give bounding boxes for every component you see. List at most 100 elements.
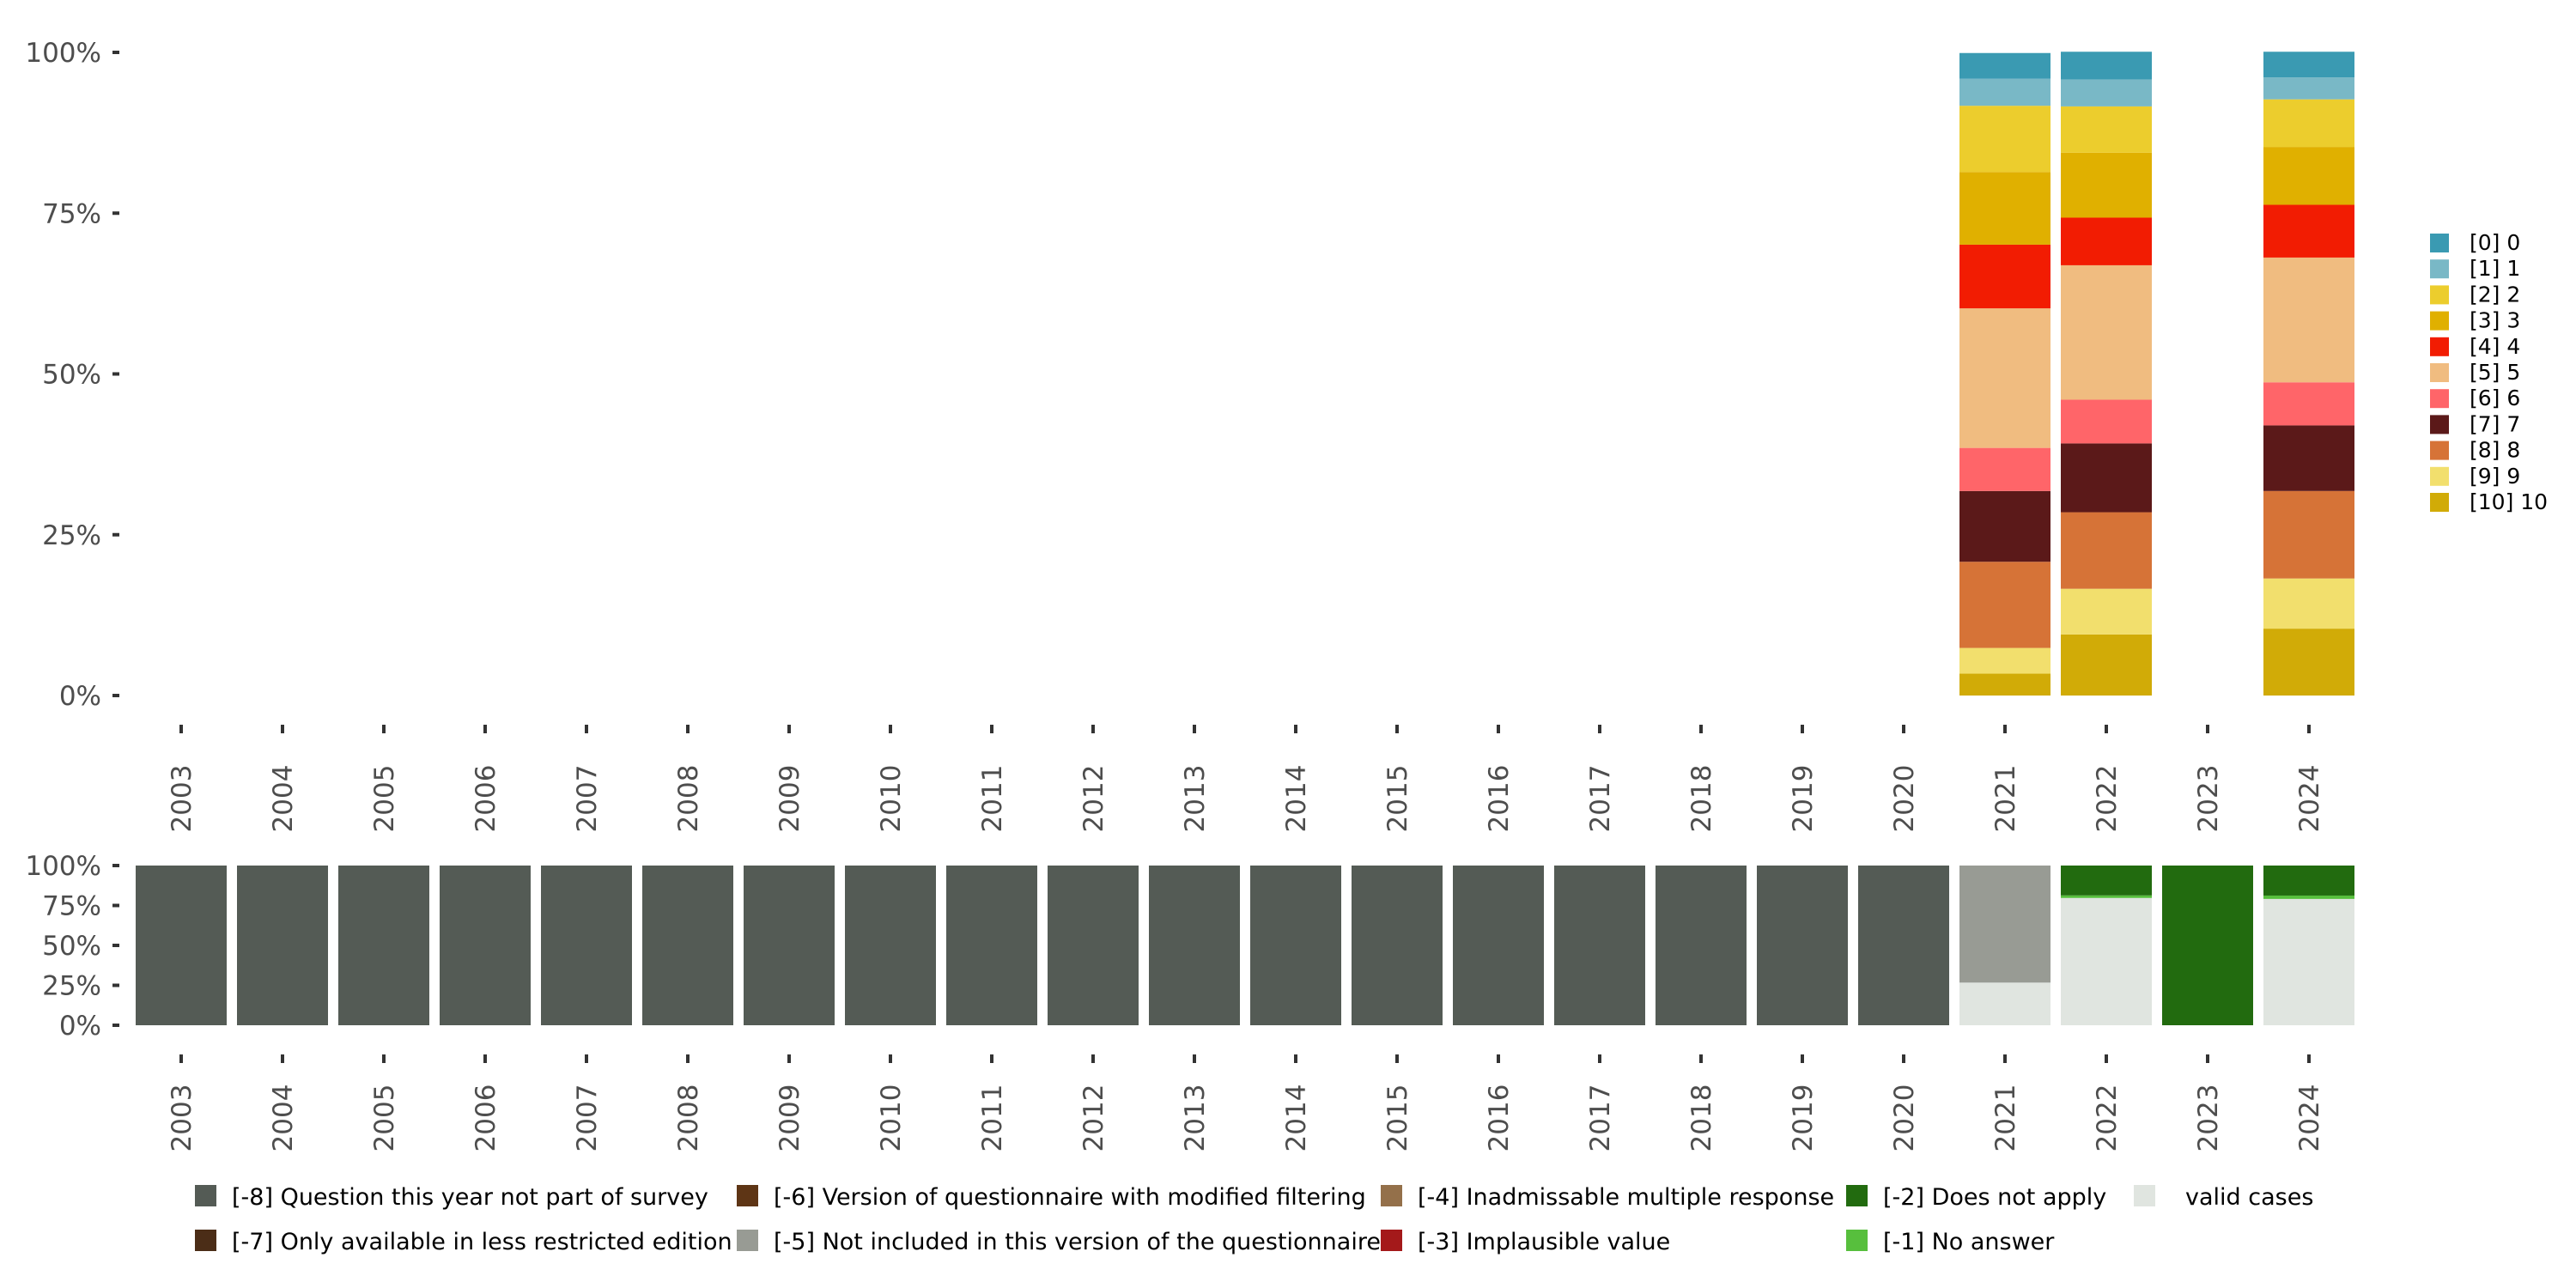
bar-segment-2003-8 [136,866,227,1025]
x-tick-label: 2020 [1889,765,1920,833]
x-tick-label: 2022 [2092,765,2123,833]
bar-segment-2007-8 [541,866,632,1025]
legend-item: [10] 10 [2430,489,2548,514]
legend-swatch [2134,1185,2155,1206]
x-tick-label: 2010 [876,765,907,833]
bar-segment-2022-0 [2061,634,2152,696]
legend-swatch [2430,285,2449,305]
legend-item: valid cases [2134,1184,2313,1211]
legend-item: [8] 8 [2430,438,2520,463]
legend-swatch [195,1185,216,1206]
bar-segment-2024-0 [2263,629,2354,696]
bar-segment-2022-8 [2061,106,2152,153]
x-tick-label: 2018 [1686,765,1717,833]
bar-segment-2024-5 [2263,257,2354,383]
legend-swatch [1846,1185,1868,1206]
x-tick-label: 2020 [1889,1084,1920,1152]
legend-swatch [2430,337,2449,356]
legend-label: [6] 6 [2470,386,2520,410]
legend-label: [1] 1 [2470,256,2520,281]
bar-segment-2021-7 [1959,172,2050,245]
x-tick-label: 2023 [2193,765,2224,833]
bar-segment-2010-8 [845,866,936,1025]
x-tick-label: 2019 [1788,765,1819,833]
y-tick-label: 50% [42,360,101,391]
legend-item: [9] 9 [2430,464,2520,489]
bar-segment-2022-1 [2061,588,2152,635]
legend-swatch [2430,389,2449,409]
legend-item: [2] 2 [2430,282,2520,307]
bar-segment-2013-8 [1149,866,1240,1025]
bar-segment-2022-2 [2061,866,2152,896]
legend-item: [1] 1 [2430,256,2520,281]
x-tick-label: 2019 [1788,1084,1819,1152]
x-tick-label: 2013 [1180,1084,1211,1152]
legend-label: valid cases [2185,1184,2313,1211]
top-legend: [0] 0[1] 1[2] 2[3] 3[4] 4[5] 5[6] 6[7] 7… [2430,230,2548,514]
legend-label: [3] 3 [2470,308,2520,333]
x-tick-label: 2014 [1281,765,1312,833]
x-tick-label: 2005 [369,1084,400,1152]
x-tick-label: 2015 [1382,1084,1413,1152]
x-tick-label: 2012 [1078,765,1109,833]
y-tick-label: 75% [42,891,101,922]
y-tick-label: 0% [59,681,101,712]
bar-segment-2004-8 [237,866,328,1025]
bar-segment-2005-8 [338,866,429,1025]
bar-segment-2021-5 [1959,308,2050,448]
x-tick-label: 2009 [775,765,805,833]
x-tick-label: 2011 [977,1084,1008,1152]
bar-segment-2024-1 [2263,895,2354,899]
bar-segment-2024-7 [2263,147,2354,205]
bar-segment-2018-8 [1656,866,1747,1025]
bar-segment-2011-8 [946,866,1037,1025]
bar-segment-2016-8 [1453,866,1544,1025]
legend-label: [8] 8 [2470,438,2520,463]
bar-segment-2014-8 [1250,866,1341,1025]
x-tick-label: 2017 [1585,765,1616,833]
bar-segment-2021-10 [1959,52,2050,79]
bar-segment-2024-6 [2263,204,2354,258]
bar-segment-2022-7 [2061,152,2152,218]
bar-segment-2021-3 [1959,490,2050,562]
legend-swatch [1381,1185,1402,1206]
x-tick-label: 2017 [1585,1084,1616,1152]
legend-label: [0] 0 [2470,230,2520,255]
legend-swatch [2430,466,2449,486]
x-tick-label: 2018 [1686,1084,1717,1152]
legend-swatch [2430,259,2449,279]
y-tick-label: 100% [25,38,101,69]
bar-segment-2006-8 [440,866,531,1025]
legend-label: [-2] Does not apply [1883,1184,2106,1211]
bar-segment-2024-10 [2263,52,2354,78]
y-tick-label: 25% [42,520,101,551]
legend-label: [-3] Implausible value [1418,1229,1670,1255]
legend-swatch [1381,1230,1402,1251]
bar-segment-2024-2 [2263,866,2354,896]
bar-segment-2019-8 [1757,866,1848,1025]
top-chart: 0% 25% 50% 75% 100% 2003 2004 2005 2006 2007 2008 2… [25,38,2354,832]
legend-item: [-6] Version of questionnaire with modif… [737,1184,1366,1211]
y-tick-label: 25% [42,971,101,1002]
bar-segment-2021-9 [1959,78,2050,106]
bar-segment-2022-6 [2061,217,2152,265]
bar-segment-2024-8 [2263,99,2354,148]
x-tick-label: 2003 [167,1084,197,1152]
bar-segment-2022-9 [2061,79,2152,106]
bar-segment-2022-5 [2061,264,2152,400]
legend-label: [-6] Version of questionnaire with modif… [774,1184,1366,1211]
legend-item: [7] 7 [2430,411,2520,436]
legend-item: [3] 3 [2430,308,2520,333]
bar-segment-2021-8 [1959,106,2050,173]
legend-swatch [195,1230,216,1251]
bar-segment-2024-4 [2263,382,2354,426]
bar-segment-2008-8 [642,866,733,1025]
bar-segment-2021-5 [1959,866,2050,983]
legend-label: [-7] Only available in less restricted e… [232,1229,732,1255]
x-tick-label: 2004 [268,1084,299,1152]
y-tick-label: 100% [25,851,101,882]
legend-swatch [2430,415,2449,434]
x-tick-label: 2006 [471,1084,501,1152]
bar-segment-2015-8 [1352,866,1443,1025]
